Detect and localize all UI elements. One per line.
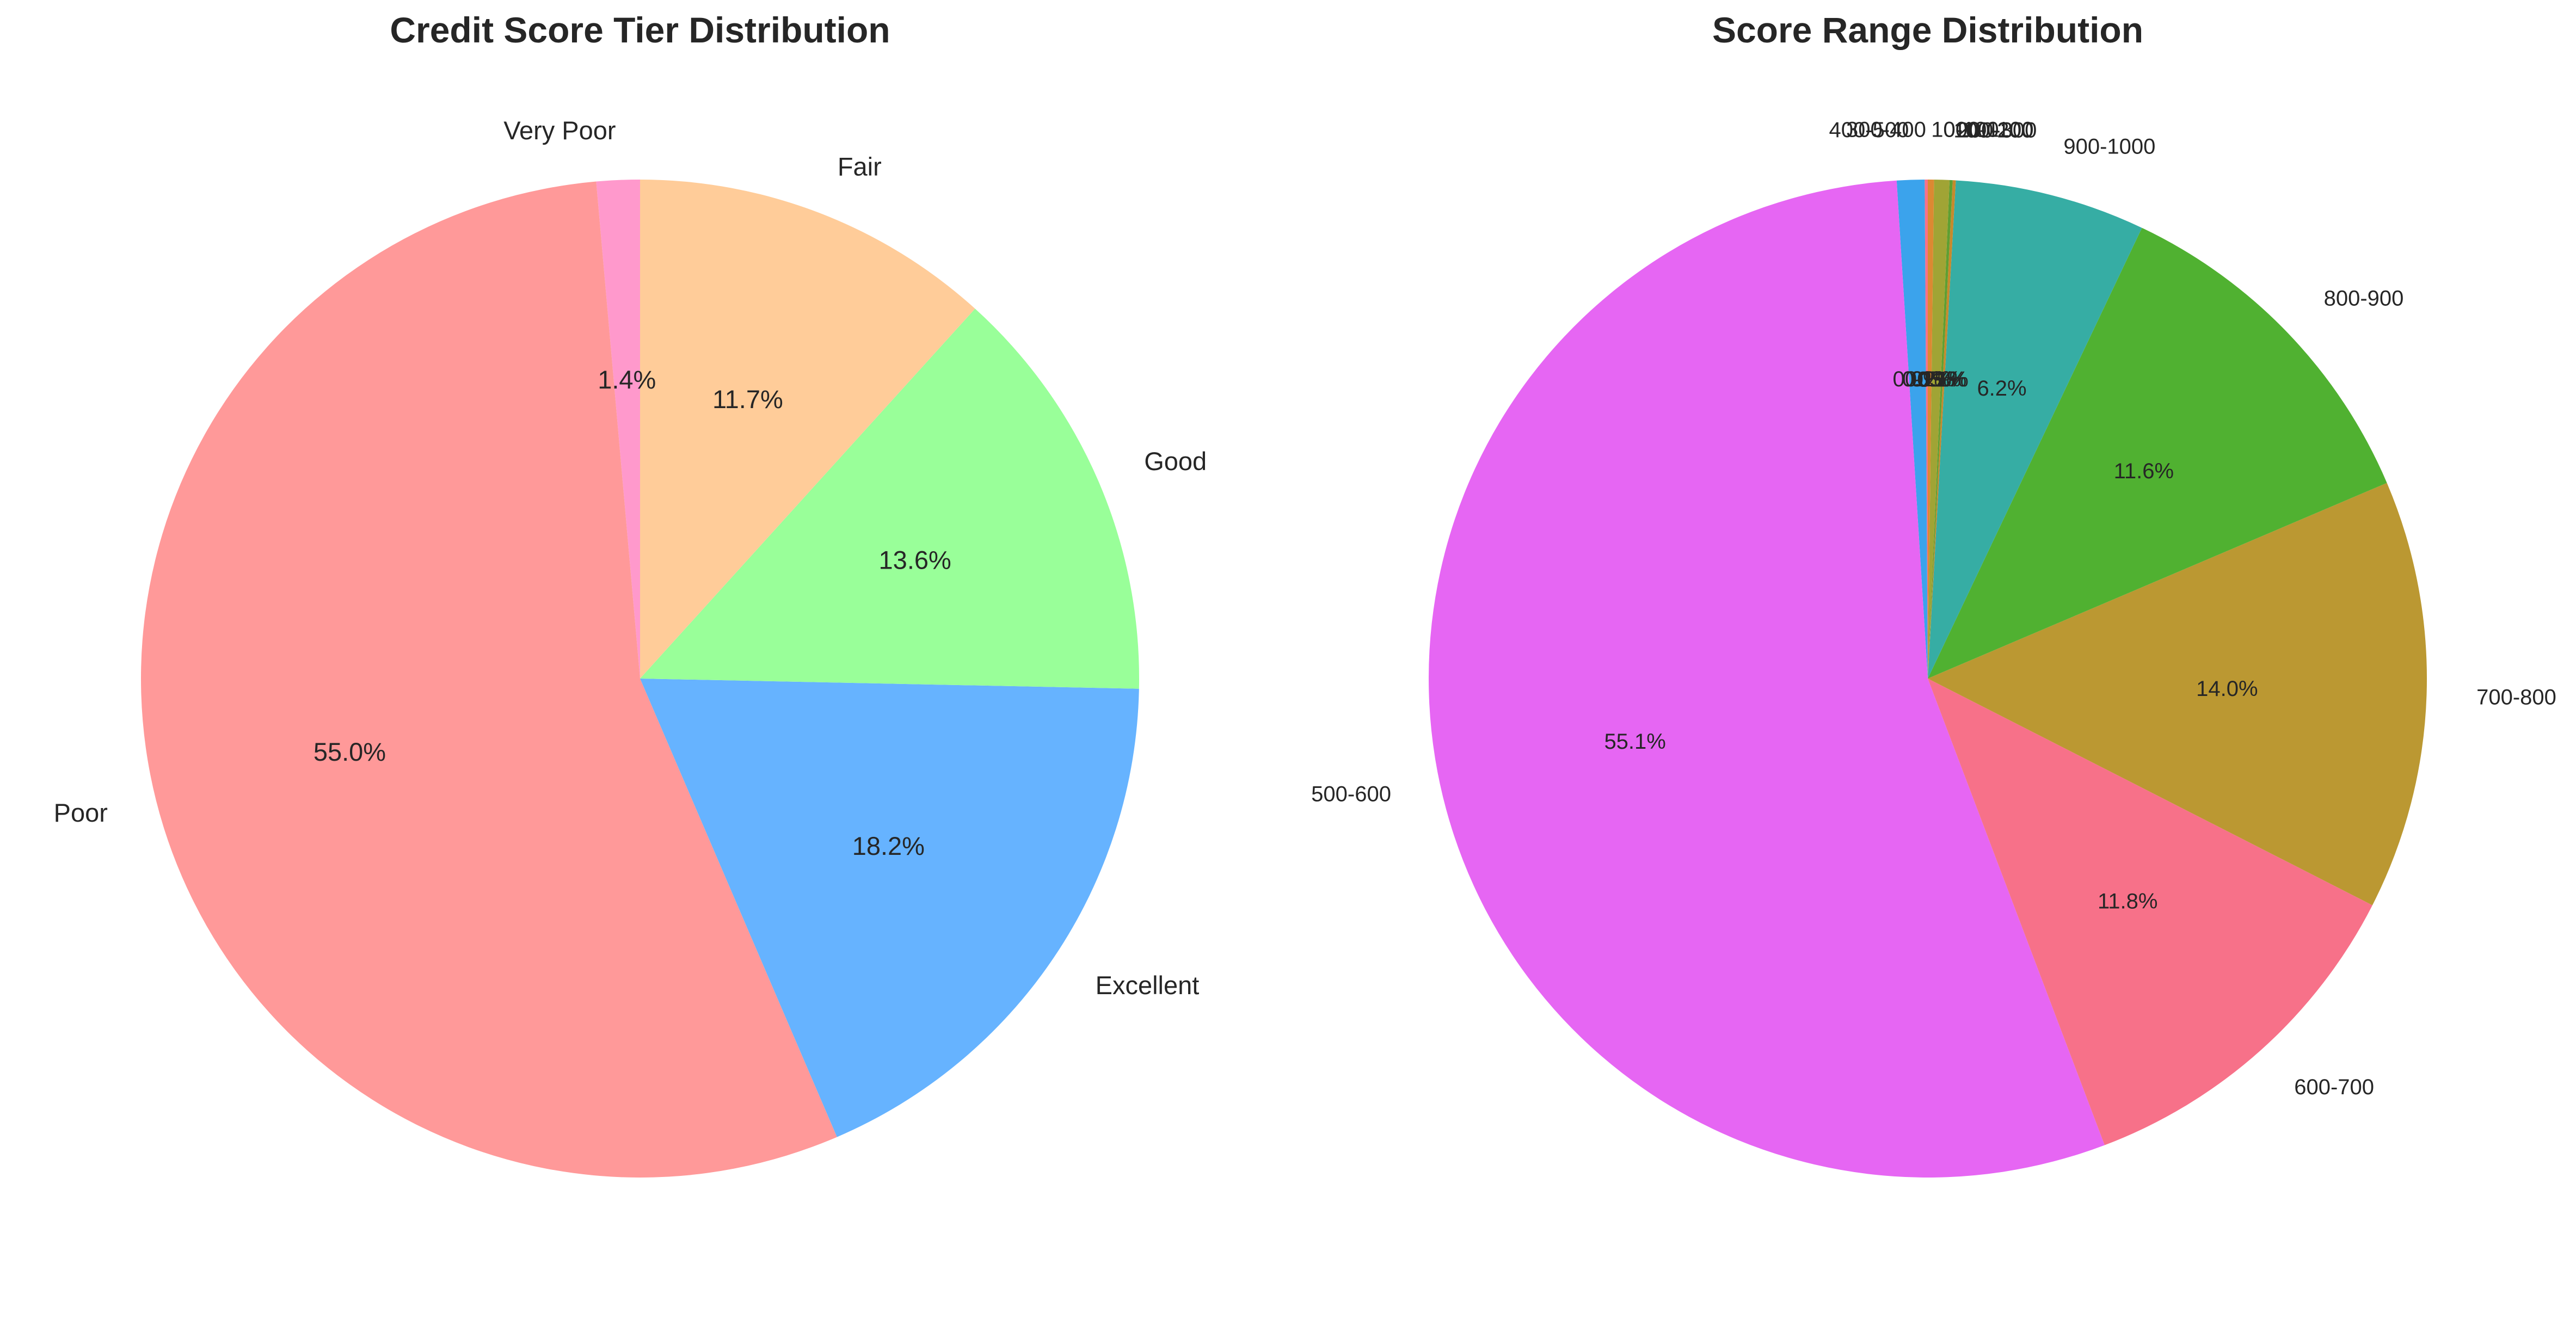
pie-pct-1000-1100: 0.2% (1905, 367, 1954, 391)
pie-label-400-500: 400-500 (1829, 118, 1909, 142)
pie-label-poor: Poor (54, 798, 108, 827)
pie-slice-700-800 (1928, 483, 2427, 905)
pie-label-600-700: 600-700 (2294, 1075, 2374, 1099)
left-chart-title: Credit Score Tier Distribution (390, 10, 890, 50)
pie-pct-good: 13.6% (879, 546, 951, 575)
pie-slice-0-100 (1928, 180, 1950, 679)
left-chart: Credit Score Tier Distribution Very Poor… (54, 10, 1207, 1178)
pie-pct-excellent: 18.2% (852, 831, 925, 860)
left-pie-slices (140, 180, 1139, 1178)
pie-pct-600-700: 11.8% (2098, 890, 2157, 914)
pie-pct-700-800: 14.0% (2196, 677, 2258, 701)
pie-label-300-400: 300-400 (1846, 118, 1926, 141)
pie-label-good: Good (1144, 447, 1207, 476)
pie-pct-100-200: 0.1% (1917, 367, 1966, 391)
pie-slice-900-1000 (1928, 180, 2142, 679)
pie-slice-800-900 (1928, 227, 2387, 679)
pie-slice-500-600 (1429, 180, 2105, 1178)
pie-label-100-200: 100-200 (1953, 118, 2033, 142)
pie-label-very-poor: Very Poor (503, 116, 616, 145)
pie-pct-poor: 55.0% (313, 737, 386, 766)
right-chart-title: Score Range Distribution (1712, 10, 2143, 50)
right-chart: Score Range Distribution 300-400 0.1% 400-… (1311, 10, 2556, 1178)
right-pie-slices (1429, 180, 2427, 1178)
pie-slice-600-700 (1928, 679, 2372, 1145)
pie-slice-100-200 (1928, 180, 1953, 679)
pie-pct-200-300: 0.1% (1919, 368, 1969, 392)
right-pie-labels: 300-400 0.1% 400-500 0.9% 500-600 55.1% 600-70… (1311, 118, 2556, 1099)
pie-pct-very-poor: 1.4% (598, 365, 656, 394)
pie-pct-400-500: 0.9% (1893, 367, 1942, 391)
pie-slice-good (640, 309, 1139, 689)
pie-pct-500-600: 55.1% (1604, 730, 1665, 754)
pie-label-excellent: Excellent (1096, 971, 1200, 1000)
pie-slice-300-400 (1925, 180, 1928, 679)
pie-label-0-100: 0-100 (1943, 118, 1999, 142)
pie-slice-excellent (640, 679, 1139, 1137)
pie-pct-300-400: 0.1% (1902, 367, 1952, 391)
pie-label-900-1000: 900-1000 (2063, 135, 2155, 159)
pie-pct-0-100: 0.5% (1911, 367, 1961, 391)
pie-pct-fair: 11.7% (712, 385, 783, 414)
pie-label-500-600: 500-600 (1311, 782, 1391, 806)
pie-slice-poor (140, 181, 837, 1178)
pie-slice-200-300 (1928, 180, 1956, 679)
pie-pct-800-900: 11.6% (2114, 459, 2174, 483)
pie-slice-very-poor (596, 180, 640, 679)
pie-label-200-300: 200-300 (1957, 119, 2037, 143)
pie-slice-fair (640, 180, 975, 679)
pie-label-700-800: 700-800 (2476, 686, 2556, 710)
pie-slice-1000-1100 (1928, 180, 1934, 679)
pie-label-1000-1100: 1000-1100 (1931, 118, 2033, 141)
pie-label-fair: Fair (838, 152, 882, 181)
pie-label-800-900: 800-900 (2324, 286, 2404, 310)
pie-pct-900-1000: 6.2% (1977, 377, 2026, 400)
pie-slice-400-500 (1896, 180, 1928, 679)
left-pie-labels: Very Poor 1.4% Poor 55.0% Excellent 18.2% Good… (54, 116, 1207, 1000)
